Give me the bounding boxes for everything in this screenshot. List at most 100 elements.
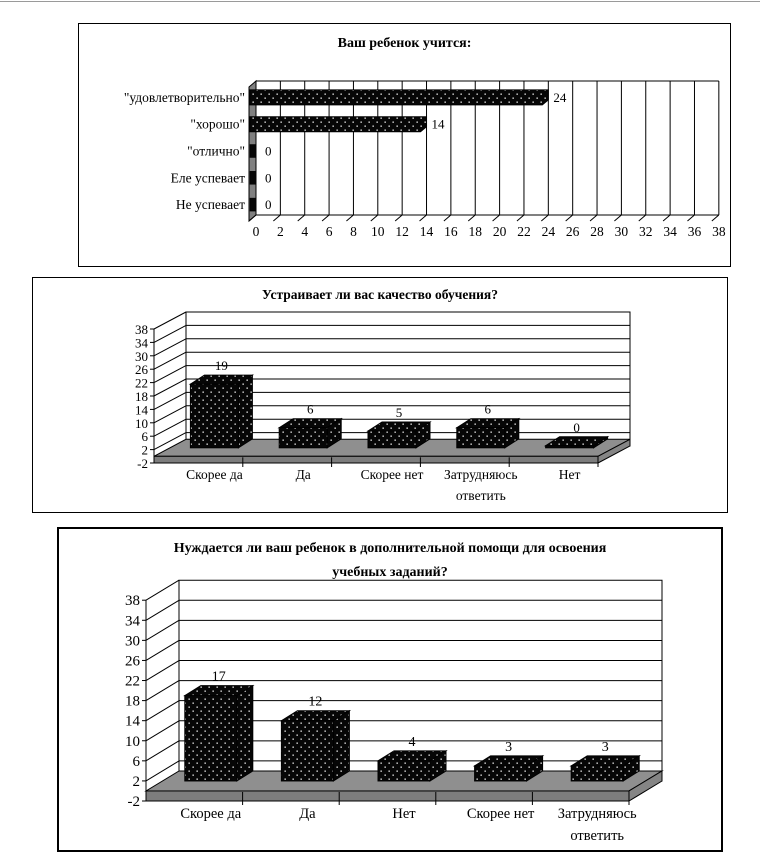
bar xyxy=(570,765,624,782)
plot-area: 0 2 4 6 8 10 12 14 16 18 20 22 24 26 28 30 32 34 36 3824"уд… xyxy=(124,79,726,239)
axis-tick xyxy=(662,214,671,222)
value-axis-label: 26 xyxy=(125,653,141,669)
axis-tick xyxy=(540,214,549,222)
value-axis-label: 2 xyxy=(133,774,141,790)
axis-tick xyxy=(565,214,574,222)
bar xyxy=(249,116,428,133)
value-axis-label: 6 xyxy=(326,224,333,239)
floor-front xyxy=(145,790,630,802)
axis-tick xyxy=(516,214,525,222)
bar xyxy=(545,445,595,449)
value-axis-label: 22 xyxy=(125,674,140,690)
chart-title: Ваш ребенок учится: xyxy=(337,36,472,51)
axis-tick xyxy=(711,214,720,222)
data-label: 19 xyxy=(215,358,228,373)
value-axis-label: 22 xyxy=(135,376,148,391)
bar-side-face xyxy=(236,684,254,782)
bar-zero xyxy=(249,144,257,158)
value-axis-label: 2 xyxy=(142,443,149,458)
bar xyxy=(456,427,506,449)
category-label: Скорее нет xyxy=(467,806,535,822)
category-label: "хорошо" xyxy=(190,117,245,132)
value-axis-label: 30 xyxy=(125,633,140,649)
value-axis-label: 14 xyxy=(420,224,434,239)
value-axis-label: 30 xyxy=(135,349,148,364)
axis-tick xyxy=(370,214,379,222)
value-axis-label: 18 xyxy=(135,389,148,404)
horizontal-bar-chart: 0 2 4 6 8 10 12 14 16 18 20 22 24 26 28 30 32 34 36 3824"уд… xyxy=(124,79,726,239)
depth-gridline xyxy=(153,365,187,384)
chart-box-extra-help: Нуждается ли ваш ребенок в дополнительно… xyxy=(57,527,723,852)
bar xyxy=(249,89,549,106)
data-label: 24 xyxy=(553,90,567,105)
category-label: "отлично" xyxy=(187,144,245,159)
depth-gridline xyxy=(153,391,187,410)
category-label: "удовлетворительно" xyxy=(124,90,245,105)
chart-title: Устраивает ли вас качество обучения? xyxy=(262,287,498,302)
data-label: 5 xyxy=(396,405,403,420)
data-label: 3 xyxy=(602,740,609,755)
category-label: Затрудняюсь xyxy=(558,806,637,822)
value-axis-label: 38 xyxy=(712,224,726,239)
value-axis-label: 32 xyxy=(639,224,653,239)
bar-zero xyxy=(249,171,257,185)
axis-tick xyxy=(443,214,452,222)
value-axis-label: 4 xyxy=(301,224,308,239)
category-label: Да xyxy=(296,467,311,482)
category-label: Скорее нет xyxy=(361,467,424,482)
category-label: Нет xyxy=(392,806,416,822)
value-axis-label: 28 xyxy=(590,224,604,239)
value-axis-label: 22 xyxy=(517,224,531,239)
axis-tick xyxy=(492,214,500,222)
data-label: 14 xyxy=(432,117,446,132)
depth-gridline xyxy=(153,418,187,437)
axis-tick xyxy=(589,214,598,222)
depth-gridline xyxy=(145,720,180,742)
value-axis-label: 14 xyxy=(125,714,141,730)
axis-tick xyxy=(297,214,306,222)
data-label: 17 xyxy=(212,670,226,685)
depth-gridline xyxy=(145,680,180,702)
value-axis-label: 18 xyxy=(125,694,140,710)
axis-tick xyxy=(419,214,427,222)
value-axis-label: -2 xyxy=(137,456,148,471)
data-label: 12 xyxy=(308,695,322,710)
value-axis-label: 8 xyxy=(350,224,357,239)
floor-front xyxy=(153,455,599,464)
depth-gridline xyxy=(145,740,180,762)
value-axis-label: 10 xyxy=(371,224,385,239)
bar-side-face xyxy=(332,709,350,782)
data-label: 4 xyxy=(409,735,416,750)
bar xyxy=(367,430,417,449)
depth-gridline xyxy=(153,311,187,330)
axis-tick xyxy=(614,214,622,222)
depth-gridline xyxy=(145,619,180,641)
page-top-rule xyxy=(0,1,760,2)
depth-gridline xyxy=(153,432,187,451)
category-label: ответить xyxy=(570,828,624,844)
value-axis-label: 24 xyxy=(542,224,556,239)
axis-tick xyxy=(321,214,330,222)
data-label: 0 xyxy=(573,420,580,435)
axis-tick xyxy=(687,214,695,222)
axis-tick xyxy=(346,214,354,222)
depth-gridline xyxy=(153,338,187,357)
axis-tick xyxy=(248,214,257,222)
chart-title: Нуждается ли ваш ребенок в дополнительно… xyxy=(173,541,607,580)
axis-tick xyxy=(638,214,647,222)
chart-box-pupil-performance: Ваш ребенок учится: 0 2 4 6 8 10 12 14 16 18 20 22 2… xyxy=(78,23,731,267)
depth-gridline xyxy=(153,351,187,370)
category-label: Затрудняюсь xyxy=(444,467,517,482)
category-label: Нет xyxy=(559,467,581,482)
category-label: Скорее да xyxy=(186,467,243,482)
axis-tick xyxy=(273,214,281,222)
bar-side-face xyxy=(237,374,253,449)
value-axis-label: 26 xyxy=(135,362,149,377)
bar xyxy=(184,695,238,782)
data-label: 6 xyxy=(307,402,314,417)
value-axis-label: 38 xyxy=(135,322,148,337)
depth-gridline xyxy=(145,760,180,782)
